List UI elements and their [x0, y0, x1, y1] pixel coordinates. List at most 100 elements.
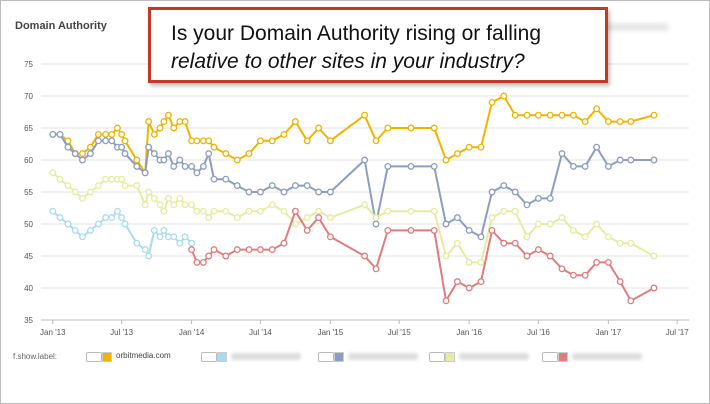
data-point	[372, 137, 380, 145]
data-point	[616, 118, 624, 126]
data-point	[108, 130, 116, 138]
data-point	[384, 124, 392, 132]
data-point	[488, 226, 496, 234]
data-point	[222, 175, 230, 183]
data-point	[303, 214, 311, 222]
data-point	[616, 278, 624, 286]
data-point	[222, 207, 230, 215]
x-tick-label: Jan '14	[179, 328, 205, 337]
legend-label: f.show.label:	[13, 352, 58, 361]
data-point	[430, 124, 438, 132]
data-point	[145, 143, 153, 151]
data-point	[256, 188, 264, 196]
chart-title: Domain Authority	[15, 20, 107, 32]
data-point	[650, 252, 658, 260]
legend-series-name-blurred	[348, 353, 418, 360]
data-point	[569, 226, 577, 234]
data-point	[604, 162, 612, 170]
legend-toggle-box[interactable]	[429, 352, 445, 362]
legend-toggle-box[interactable]	[201, 352, 217, 362]
legend-toggle-box[interactable]	[86, 352, 102, 362]
x-tick-label: Jul '16	[527, 328, 550, 337]
data-point	[315, 214, 323, 222]
data-point	[133, 162, 141, 170]
y-tick-label: 45	[24, 252, 33, 261]
data-point	[150, 226, 158, 234]
y-tick-label: 70	[24, 92, 33, 101]
data-point	[534, 194, 542, 202]
data-point	[627, 239, 635, 247]
legend-color-swatch	[445, 352, 455, 362]
data-point	[407, 162, 415, 170]
data-point	[188, 201, 196, 209]
data-point	[616, 156, 624, 164]
data-point	[361, 252, 369, 260]
data-point	[453, 214, 461, 222]
legend-toggle-box[interactable]	[318, 352, 334, 362]
data-point	[407, 226, 415, 234]
data-point	[361, 111, 369, 119]
data-point	[546, 252, 554, 260]
data-point	[407, 207, 415, 215]
data-point	[523, 252, 531, 260]
data-point	[315, 124, 323, 132]
data-point	[280, 207, 288, 215]
data-point	[113, 124, 121, 132]
callout-line-1: Is your Domain Authority rising or falli…	[171, 22, 541, 45]
data-point	[465, 284, 473, 292]
data-point	[442, 220, 450, 228]
data-point	[593, 220, 601, 228]
data-point	[199, 207, 207, 215]
data-point	[430, 226, 438, 234]
data-point	[326, 214, 334, 222]
data-point	[64, 182, 72, 190]
data-point	[170, 233, 178, 241]
callout-line-2: relative to other sites in your industry…	[171, 50, 525, 73]
legend: f.show.label: orbitmedia.com	[1, 348, 709, 366]
data-point	[430, 207, 438, 215]
data-point	[56, 214, 64, 222]
data-point	[245, 207, 253, 215]
data-point	[477, 258, 485, 266]
x-tick-label: Jul '14	[249, 328, 272, 337]
data-point	[372, 265, 380, 273]
data-point	[102, 130, 110, 138]
data-point	[164, 150, 172, 158]
data-point	[133, 182, 141, 190]
data-point	[593, 143, 601, 151]
data-point	[256, 246, 264, 254]
data-point	[523, 111, 531, 119]
data-point	[49, 130, 57, 138]
data-point	[303, 137, 311, 145]
data-point	[593, 105, 601, 113]
data-point	[71, 150, 79, 158]
data-point	[442, 297, 450, 305]
data-point	[181, 162, 189, 170]
data-point	[79, 233, 86, 241]
data-point	[102, 137, 110, 145]
data-point	[558, 150, 566, 158]
data-point	[156, 201, 164, 209]
data-point	[256, 137, 264, 145]
data-point	[94, 182, 102, 190]
data-point	[303, 182, 311, 190]
data-point	[193, 258, 201, 266]
x-tick-label: Jan '17	[596, 328, 622, 337]
data-point	[465, 258, 473, 266]
data-point	[569, 162, 577, 170]
series-line-1	[52, 95, 655, 174]
data-point	[188, 246, 196, 254]
data-point	[56, 130, 64, 138]
data-point	[558, 111, 566, 119]
data-point	[407, 124, 415, 132]
y-tick-label: 60	[24, 156, 33, 165]
data-point	[384, 162, 392, 170]
legend-toggle-box[interactable]	[542, 352, 558, 362]
data-point	[210, 175, 218, 183]
data-point	[453, 150, 461, 158]
data-point	[581, 271, 589, 279]
data-point	[488, 98, 496, 106]
data-point	[581, 162, 589, 170]
data-point	[94, 130, 102, 138]
data-point	[650, 156, 658, 164]
